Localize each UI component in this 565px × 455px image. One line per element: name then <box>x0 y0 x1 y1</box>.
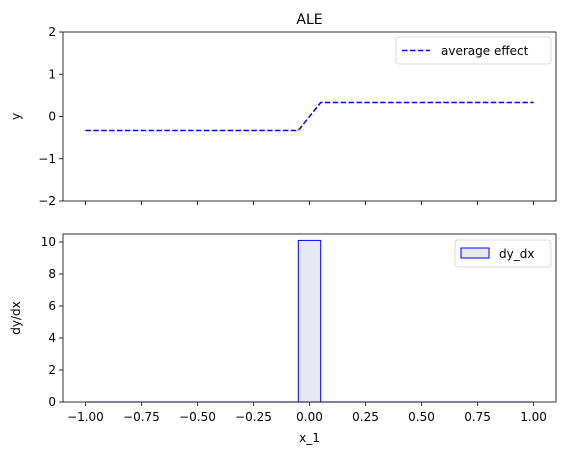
y-tick-label: 2 <box>48 25 56 39</box>
y-tick-label: 0 <box>48 395 56 409</box>
x-axis-label: x_1 <box>299 431 320 445</box>
y-tick-label: −1 <box>38 152 56 166</box>
legend: dy_dx <box>454 239 552 268</box>
y-axis-label: y <box>9 113 23 120</box>
y-tick-label: 6 <box>48 299 56 313</box>
y-tick-label: 0 <box>48 110 56 124</box>
x-tick-label: −0.25 <box>235 410 272 424</box>
y-tick-label: 1 <box>48 67 56 81</box>
y-tick-label: 2 <box>48 363 56 377</box>
y-tick-label: 10 <box>41 235 56 249</box>
average-effect-line <box>85 101 534 132</box>
x-tick-label: 0.50 <box>408 410 435 424</box>
x-tick-label: −1.00 <box>67 410 104 424</box>
dy-dx-bar <box>297 239 322 403</box>
dy-dx-plot: 0 2 4 6 8 10 −1.00 −0.75 −0.50 −0.25 0.00 0.25 0.50 0… <box>9 233 557 445</box>
y-tick-label: −2 <box>38 194 56 208</box>
ale-plot: ALE −2 −1 0 1 2 y average effect <box>9 12 557 208</box>
x-tick-label: 1.00 <box>520 410 547 424</box>
y-axis-label: dy/dx <box>9 301 23 334</box>
plot-frame <box>62 233 557 403</box>
plot-frame <box>62 31 557 202</box>
legend-label: average effect <box>441 44 529 58</box>
legend-box <box>454 239 552 268</box>
x-tick-label: −0.50 <box>179 410 216 424</box>
legend-label: dy_dx <box>499 247 534 261</box>
x-tick-label: 0.75 <box>464 410 491 424</box>
x-tick-label: −0.75 <box>123 410 160 424</box>
legend-patch-swatch <box>460 247 490 259</box>
chart-title: ALE <box>296 12 322 28</box>
legend-box <box>395 36 552 65</box>
x-tick-label: 0.00 <box>296 410 323 424</box>
y-tick-label: 8 <box>48 267 56 281</box>
legend: average effect <box>395 36 552 65</box>
y-tick-label: 4 <box>48 331 56 345</box>
x-tick-label: 0.25 <box>352 410 379 424</box>
